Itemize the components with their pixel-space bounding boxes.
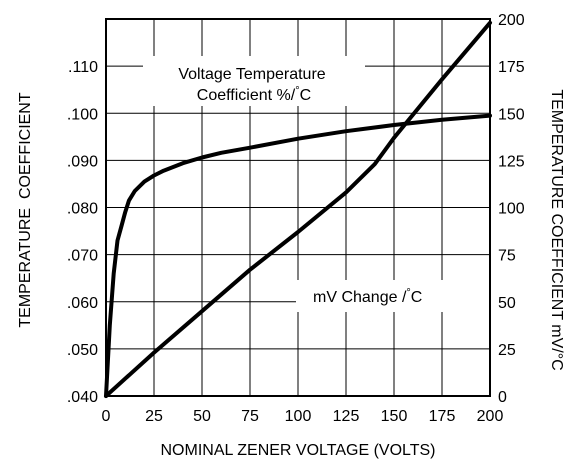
series-label-vtc-background bbox=[143, 56, 365, 106]
series-label-vtc-degree: ° bbox=[295, 85, 299, 97]
series-label-mv-background bbox=[296, 280, 490, 312]
series-label-vtc-line2: Coefficient %/°C bbox=[197, 85, 311, 104]
left-tick-label: .110 bbox=[68, 59, 98, 76]
right-tick-label: 0 bbox=[498, 389, 507, 406]
right-tick-label: 75 bbox=[498, 248, 516, 265]
right-tick-label: 150 bbox=[498, 106, 525, 123]
right-axis-tick-labels: 0 25 50 75 100 125 150 175 200 bbox=[498, 12, 525, 406]
right-tick-label: 25 bbox=[498, 342, 516, 359]
x-tick-label: 0 bbox=[102, 408, 111, 425]
x-tick-label: 75 bbox=[241, 408, 259, 425]
left-axis-title: TEMPERATURE COEFFICIENT bbox=[17, 92, 34, 327]
right-tick-label: 175 bbox=[498, 59, 525, 76]
right-axis-title: TEMPERATURE COEFFICIENT mV/°C bbox=[548, 89, 565, 370]
right-tick-label: 50 bbox=[498, 295, 516, 312]
left-axis-tick-labels: .040 .050 .060 .070 .080 .090 .100 .110 bbox=[67, 59, 98, 406]
right-tick-label: 125 bbox=[498, 153, 525, 170]
x-tick-label: 25 bbox=[145, 408, 163, 425]
series-label-vtc-line2-text: Coefficient %/ bbox=[197, 87, 296, 104]
series-label-mv-text: mV Change / bbox=[313, 289, 407, 306]
series-label-vtc-line1: Voltage Temperature bbox=[178, 66, 325, 83]
series-label-mv-degree: ° bbox=[406, 287, 410, 299]
left-tick-label: .060 bbox=[67, 295, 98, 312]
series-label-mv: mV Change /°C bbox=[313, 287, 422, 306]
series-curves bbox=[104, 20, 492, 398]
x-tick-label: 175 bbox=[429, 408, 456, 425]
x-axis-tick-labels: 0 25 50 75 100 125 150 175 200 bbox=[102, 408, 504, 425]
x-tick-label: 150 bbox=[381, 408, 408, 425]
left-tick-label: .070 bbox=[67, 248, 98, 265]
right-tick-label: 100 bbox=[498, 201, 525, 218]
left-tick-label: .080 bbox=[67, 201, 98, 218]
plot-frame bbox=[105, 18, 491, 397]
series-label-mv-unit: C bbox=[411, 289, 423, 306]
left-tick-label: .050 bbox=[67, 342, 98, 359]
x-tick-label: 200 bbox=[477, 408, 504, 425]
x-tick-label: 100 bbox=[285, 408, 312, 425]
series-line-mv-change bbox=[104, 20, 492, 398]
left-tick-label: .090 bbox=[67, 153, 98, 170]
right-tick-label: 200 bbox=[498, 12, 525, 29]
x-tick-label: 125 bbox=[333, 408, 360, 425]
series-label-vtc-unit: C bbox=[300, 87, 312, 104]
left-tick-label: .040 bbox=[67, 389, 98, 406]
x-axis-title: NOMINAL ZENER VOLTAGE (VOLTS) bbox=[161, 442, 436, 459]
series-line-voltage-temp-coefficient bbox=[104, 113, 492, 398]
x-tick-label: 50 bbox=[193, 408, 211, 425]
left-tick-label: .100 bbox=[67, 106, 98, 123]
